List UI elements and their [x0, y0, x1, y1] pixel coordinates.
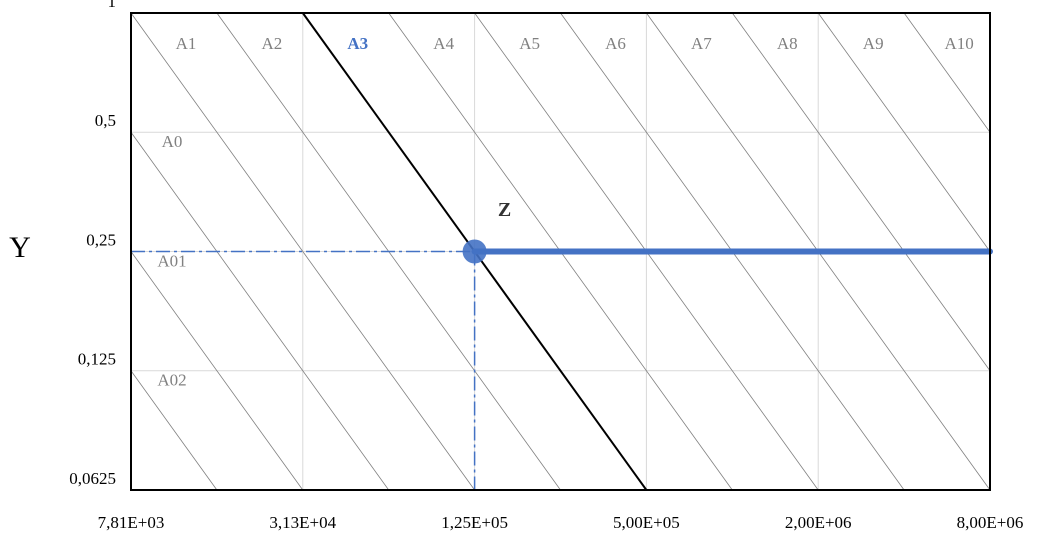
plot-frame — [130, 12, 991, 491]
y-tick-label: 1 — [108, 0, 117, 11]
x-tick-label: 3,13E+04 — [269, 513, 336, 532]
diagonal-label: A5 — [519, 34, 540, 53]
diagonal-label: A8 — [777, 34, 798, 53]
diagonal-label: A01 — [157, 251, 186, 270]
x-tick-label: 7,81E+03 — [98, 513, 165, 532]
y-tick-label: 0,5 — [95, 111, 116, 130]
y-tick-label: 0,0625 — [69, 469, 116, 488]
diagonal-label: A6 — [605, 34, 626, 53]
point — [462, 239, 487, 264]
diagonal-label: A7 — [691, 34, 712, 53]
diagonal-line — [130, 12, 475, 491]
diagonal-line — [817, 12, 991, 252]
diagonal-label: A10 — [944, 34, 973, 53]
diagonal-label: A9 — [863, 34, 884, 53]
y-axis-label: Y — [9, 231, 31, 264]
x-tick-label: 5,00E+05 — [613, 513, 680, 532]
x-tick-label: 1,25E+05 — [441, 513, 508, 532]
diagonal-label: A02 — [157, 371, 186, 390]
diagonal-label: A3 — [347, 34, 368, 53]
diagonal-line — [130, 251, 304, 491]
x-tick-label: 8,00E+06 — [957, 513, 1024, 532]
x-tick-label: 2,00E+06 — [785, 513, 852, 532]
diagonal-label: A0 — [162, 132, 183, 151]
diagonal-label: A2 — [262, 34, 283, 53]
y-tick-label: 0,125 — [78, 350, 116, 369]
diagonal-line — [731, 12, 991, 371]
y-tick-label: 0,25 — [86, 230, 116, 249]
point-label: Z — [498, 199, 511, 221]
diagonal-line — [130, 370, 218, 491]
diagonal-label: A1 — [176, 34, 197, 53]
diagonal-label: A4 — [433, 34, 454, 53]
diagonal-line — [903, 12, 991, 133]
diagonal-line — [130, 132, 390, 491]
